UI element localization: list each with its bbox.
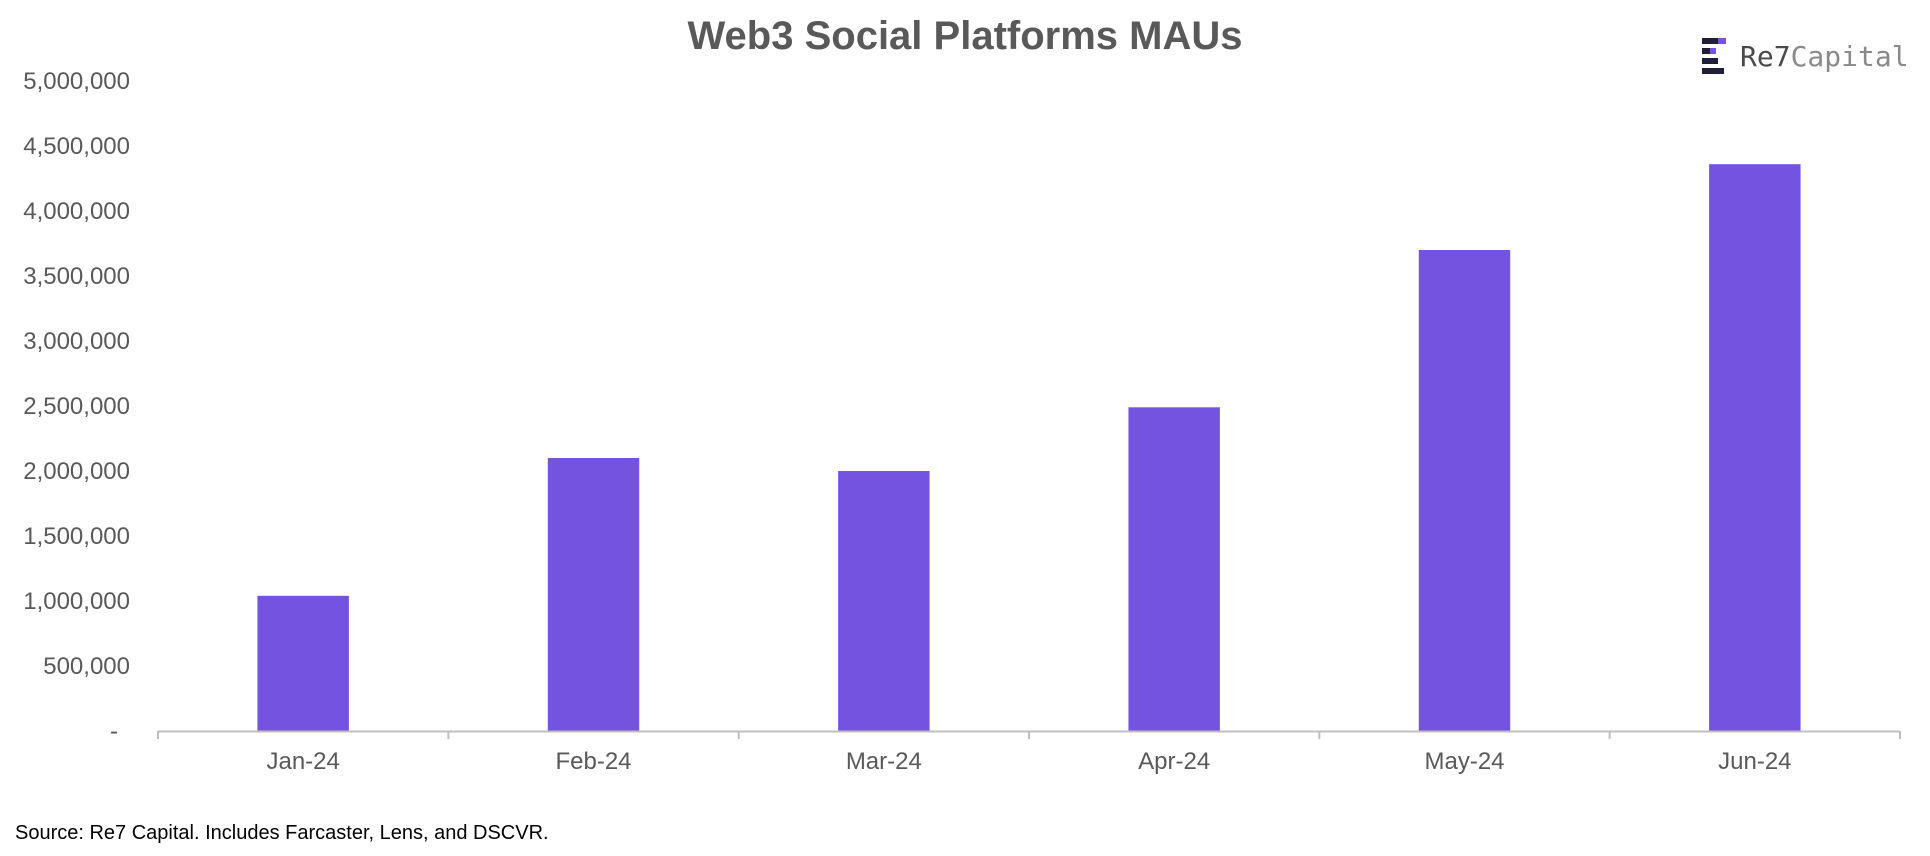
bar [838,471,930,731]
y-tick-label: 1,500,000 [23,523,130,550]
bar [547,458,640,731]
y-axis-ticks: - 500,000 1,000,000 1,500,000 2,000,000 2,500… [23,68,130,745]
y-tick-label: 5,000,000 [23,68,130,95]
x-tick-label: Apr-24 [1138,748,1210,775]
y-tick-label: 3,000,000 [23,328,130,355]
bar [1128,407,1220,731]
logo-mark-icon [1702,38,1726,74]
source-note: Source: Re7 Capital. Includes Farcaster,… [15,822,549,844]
brand-logo: Re7Capital [1700,36,1909,76]
y-tick-label: 3,500,000 [23,263,130,290]
bar [1709,164,1801,731]
x-tick-label: Feb-24 [555,748,631,775]
bar [1418,250,1511,731]
x-tick-label: Jun-24 [1718,748,1791,775]
y-tick-label: - [110,718,118,745]
x-axis [157,730,1901,739]
logo-text-main: Re7 [1740,39,1791,73]
bar [257,595,349,731]
x-tick-label: May-24 [1424,748,1504,775]
y-tick-label: 4,500,000 [23,133,130,160]
x-axis-ticks: Jan-24 Feb-24 Mar-24 Apr-24 May-24 Jun-24 [266,748,1791,775]
x-tick-label: Jan-24 [266,748,339,775]
y-tick-label: 500,000 [43,653,130,680]
bar-series [257,164,1801,731]
logo-wordmark: Re7Capital [1740,40,1909,73]
y-tick-label: 1,000,000 [23,588,130,615]
chart-title: Web3 Social Platforms MAUs [687,14,1243,58]
y-tick-label: 2,500,000 [23,393,130,420]
y-tick-label: 2,000,000 [23,458,130,485]
y-tick-label: 4,000,000 [23,198,130,225]
logo-text-secondary: Capital [1790,39,1909,73]
x-tick-label: Mar-24 [846,748,922,775]
